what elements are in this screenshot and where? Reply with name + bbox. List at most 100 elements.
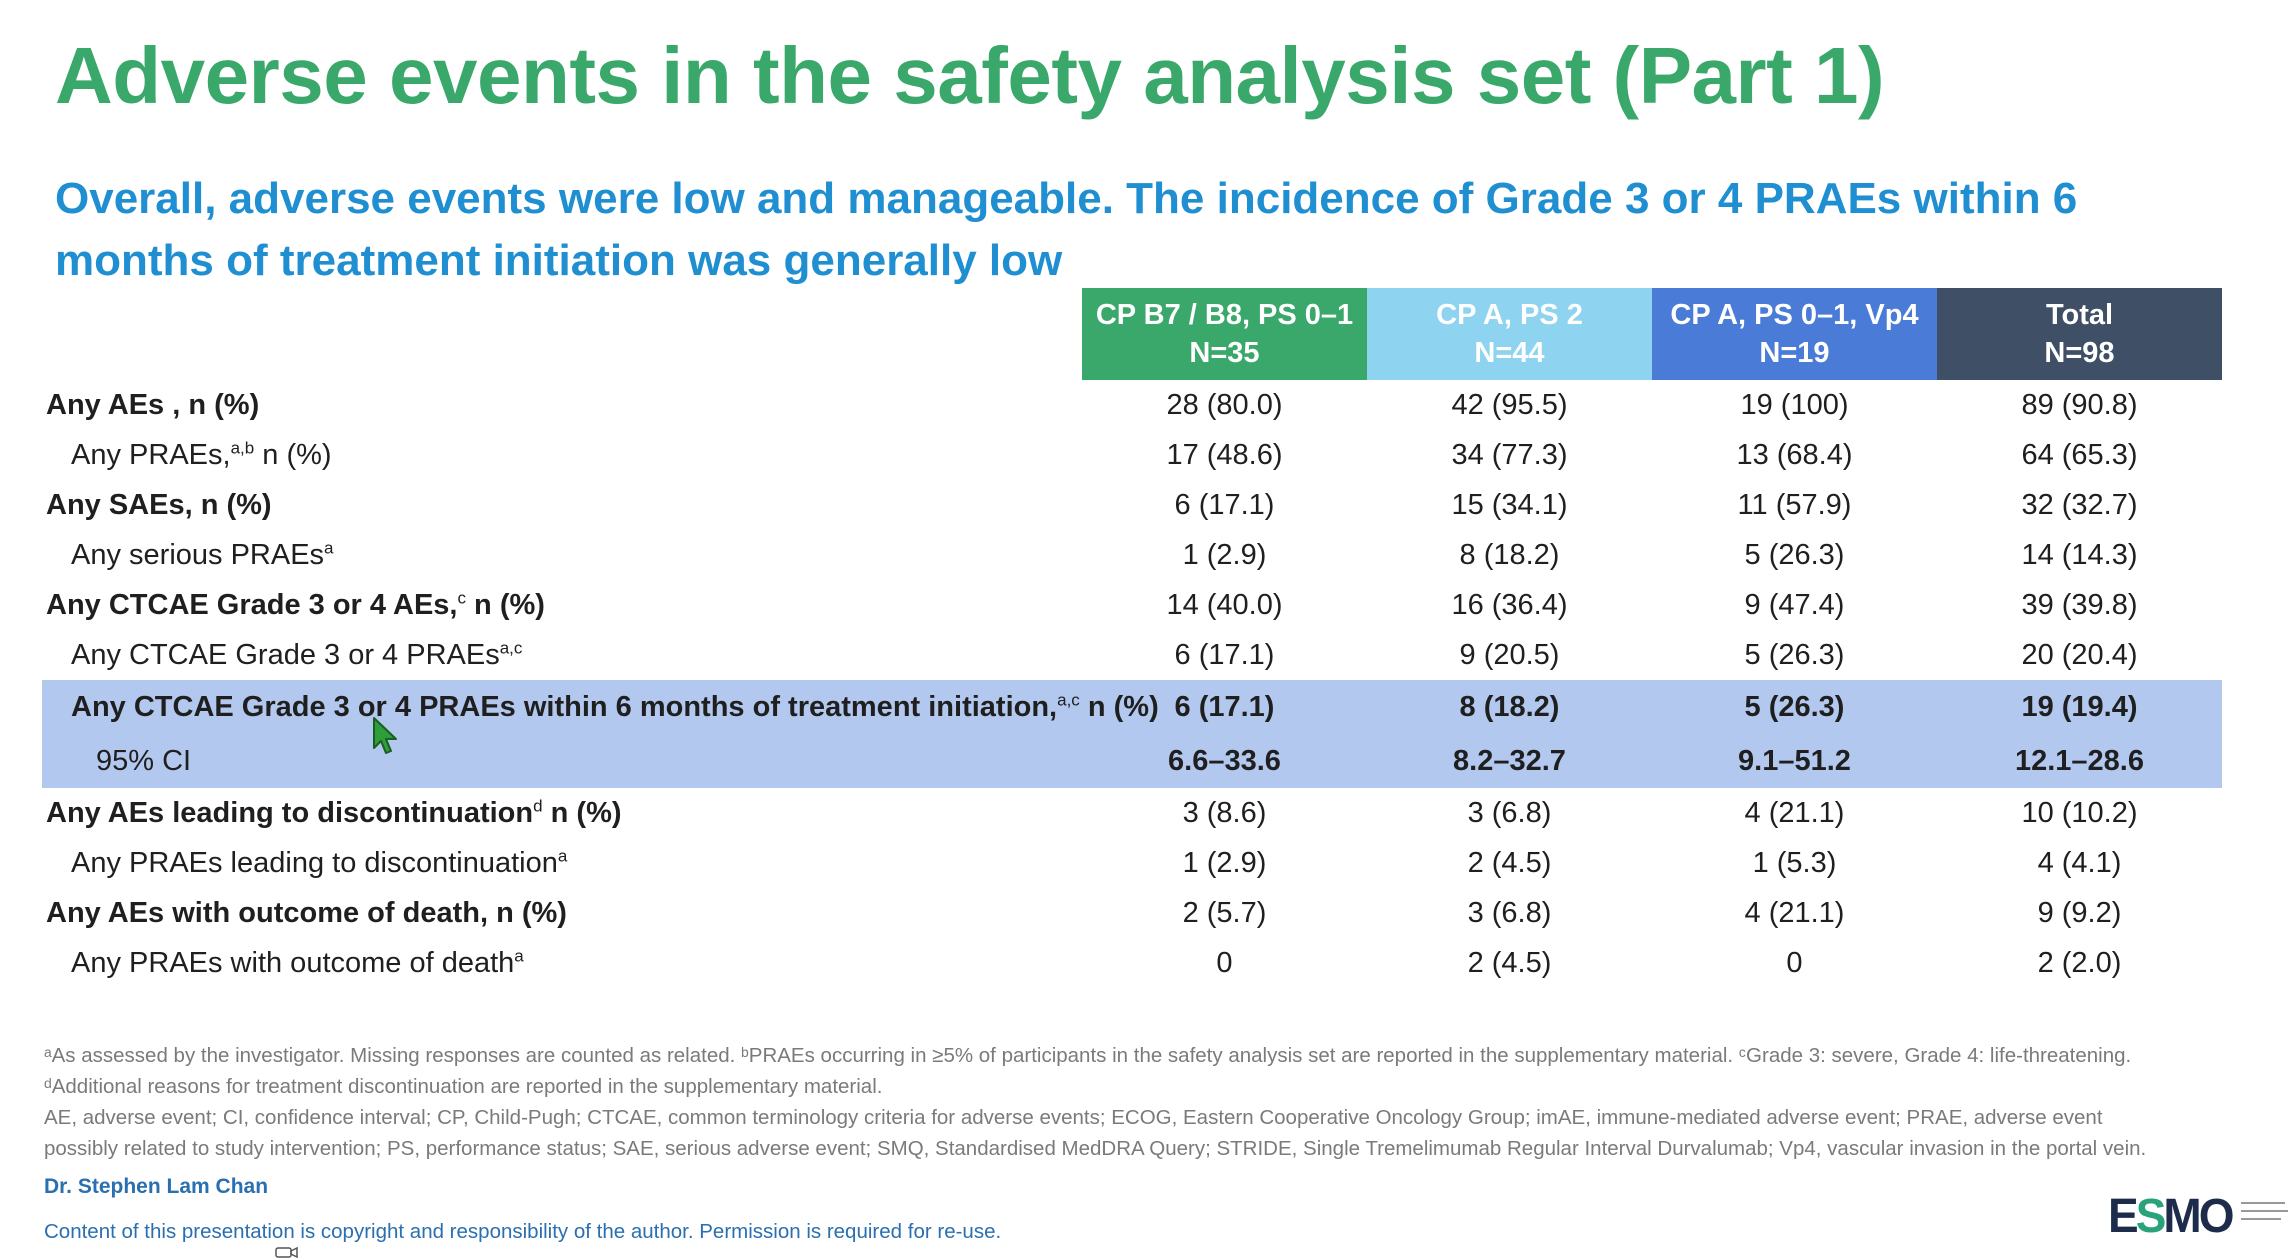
row-label: Any AEs leading to discontinuationd n (%… [46, 795, 622, 829]
header-cp-a-ps2: CP A, PS 2 N=44 [1367, 288, 1652, 380]
cell-value: 1 (5.3) [1752, 846, 1837, 879]
cell-value: 13 (68.4) [1736, 438, 1853, 471]
table-row: Any PRAEs leading to discontinuationa 1 … [42, 838, 2222, 888]
cell-value: 14 (14.3) [2021, 538, 2138, 571]
header-blank [42, 288, 1082, 380]
esmo-logo: ESMO [2108, 1188, 2288, 1242]
cell-value: 4 (4.1) [2037, 846, 2122, 879]
author-name: Dr. Stephen Lam Chan [44, 1175, 269, 1198]
row-label: Any PRAEs,a,b n (%) [71, 437, 332, 471]
cell-value: 4 (21.1) [1744, 796, 1845, 829]
footnote-line: ᵈAdditional reasons for treatment discon… [44, 1075, 883, 1098]
cell-value: 3 (8.6) [1182, 796, 1267, 829]
cell-value: 9 (47.4) [1744, 588, 1845, 621]
header-label: CP B7 / B8, PS 0–1 [1095, 299, 1354, 331]
row-label: Any AEs , n (%) [46, 388, 260, 421]
cell-value: 12.1–28.6 [1937, 734, 2222, 788]
row-label: Any CTCAE Grade 3 or 4 AEs,c n (%) [46, 587, 545, 621]
cell-value: 14 (40.0) [1166, 588, 1283, 621]
cell-value: 8 (18.2) [1367, 680, 1652, 734]
row-label: Any PRAEs leading to discontinuationa [71, 845, 568, 879]
header-label: CP A, PS 0–1, Vp4 [1670, 299, 1919, 331]
cell-value: 19 (19.4) [1937, 680, 2222, 734]
header-cp-a-vp4: CP A, PS 0–1, Vp4 N=19 [1652, 288, 1937, 380]
header-n: N=35 [1189, 337, 1260, 369]
cell-value: 20 (20.4) [2021, 638, 2138, 671]
table-row: Any CTCAE Grade 3 or 4 PRAEsa,c 6 (17.1)… [42, 630, 2222, 680]
header-n: N=98 [2044, 337, 2115, 369]
cell-value: 1 (2.9) [1182, 846, 1267, 879]
cell-value: 19 (100) [1740, 388, 1849, 421]
cell-value: 2 (2.0) [2037, 946, 2122, 979]
table-row: Any CTCAE Grade 3 or 4 AEs,c n (%) 14 (4… [42, 580, 2222, 630]
header-label: Total [2045, 299, 2114, 331]
tagline-graphic [2241, 1202, 2288, 1220]
mouse-pointer-icon [373, 717, 397, 754]
table-row: Any AEs with outcome of death, n (%) 2 (… [42, 888, 2222, 938]
row-label: Any CTCAE Grade 3 or 4 PRAEs within 6 mo… [42, 680, 1159, 734]
table-row-highlighted: 95% CI 6.6–33.6 8.2–32.7 9.1–51.2 12.1–2… [42, 734, 2222, 788]
cell-value: 8 (18.2) [1459, 538, 1560, 571]
cell-value: 9 (20.5) [1459, 638, 1560, 671]
row-label: Any serious PRAEsa [71, 537, 334, 571]
table-row: Any PRAEs,a,b n (%) 17 (48.6) 34 (77.3) … [42, 430, 2222, 480]
table-row-highlighted: Any CTCAE Grade 3 or 4 PRAEs within 6 mo… [42, 680, 2222, 734]
footnote-line: possibly related to study intervention; … [44, 1137, 2147, 1160]
table-row: Any SAEs, n (%) 6 (17.1) 15 (34.1) 11 (5… [42, 480, 2222, 530]
header-label: CP A, PS 2 [1436, 299, 1583, 331]
esmo-logo-tagline [2241, 1198, 2288, 1232]
header-cp-b7-b8: CP B7 / B8, PS 0–1 N=35 [1082, 288, 1367, 380]
cell-value: 5 (26.3) [1652, 680, 1937, 734]
table-row: Any AEs , n (%) 28 (80.0) 42 (95.5) 19 (… [42, 380, 2222, 430]
cell-value: 4 (21.1) [1744, 896, 1845, 929]
header-total: Total N=98 [1937, 288, 2222, 380]
esmo-logo-mark: ESMO [2108, 1187, 2234, 1243]
cell-value: 11 (57.9) [1737, 488, 1852, 521]
cell-value: 32 (32.7) [2021, 488, 2138, 521]
cell-value: 42 (95.5) [1451, 388, 1568, 421]
cell-value: 16 (36.4) [1451, 588, 1568, 621]
footnote-line: AE, adverse event; CI, confidence interv… [44, 1106, 2103, 1129]
table-header-row: CP B7 / B8, PS 0–1 N=35 CP A, PS 2 N=44 … [42, 288, 2222, 380]
slide-subtitle: Overall, adverse events were low and man… [55, 174, 2078, 285]
cell-value: 8.2–32.7 [1367, 734, 1652, 788]
cell-value: 9.1–51.2 [1652, 734, 1937, 788]
row-label: Any CTCAE Grade 3 or 4 PRAEsa,c [71, 637, 523, 671]
header-n: N=19 [1759, 337, 1830, 369]
cell-value: 3 (6.8) [1467, 896, 1552, 929]
cell-value: 89 (90.8) [2021, 388, 2138, 421]
cell-value: 5 (26.3) [1744, 538, 1845, 571]
row-label: 95% CI [42, 734, 1082, 788]
cell-value: 34 (77.3) [1451, 438, 1568, 471]
cell-value: 2 (5.7) [1182, 896, 1267, 929]
camera-icon[interactable] [275, 1246, 299, 1258]
table-row: Any PRAEs with outcome of deatha 0 2 (4.… [42, 938, 2222, 988]
table-row: Any serious PRAEsa 1 (2.9) 8 (18.2) 5 (2… [42, 530, 2222, 580]
cell-value: 2 (4.5) [1467, 946, 1552, 979]
cell-value: 6 (17.1) [1174, 488, 1275, 521]
cell-value: 64 (65.3) [2021, 438, 2138, 471]
table-row: Any AEs leading to discontinuationd n (%… [42, 788, 2222, 838]
copyright-notice: Content of this presentation is copyrigh… [44, 1220, 1002, 1243]
row-label: Any SAEs, n (%) [46, 488, 272, 521]
cell-value: 3 (6.8) [1467, 796, 1552, 829]
cell-value: 9 (9.2) [2037, 896, 2122, 929]
adverse-events-table: CP B7 / B8, PS 0–1 N=35 CP A, PS 2 N=44 … [42, 288, 2222, 988]
cell-value: 17 (48.6) [1166, 438, 1283, 471]
cell-value: 6.6–33.6 [1082, 734, 1367, 788]
header-n: N=44 [1474, 337, 1545, 369]
cell-value: 1 (2.9) [1182, 538, 1267, 571]
cell-value: 10 (10.2) [2021, 796, 2138, 829]
cell-value: 39 (39.8) [2021, 588, 2138, 621]
footnote-line: ᵃAs assessed by the investigator. Missin… [44, 1044, 2132, 1067]
cell-value: 0 [1216, 946, 1233, 979]
cell-value: 28 (80.0) [1166, 388, 1283, 421]
row-label: Any PRAEs with outcome of deatha [71, 945, 524, 979]
cell-value: 5 (26.3) [1744, 638, 1845, 671]
cell-value: 15 (34.1) [1451, 488, 1568, 521]
row-label: Any AEs with outcome of death, n (%) [46, 896, 567, 929]
cell-value: 6 (17.1) [1082, 680, 1367, 734]
cell-value: 6 (17.1) [1174, 638, 1275, 671]
cell-value: 0 [1786, 946, 1803, 979]
